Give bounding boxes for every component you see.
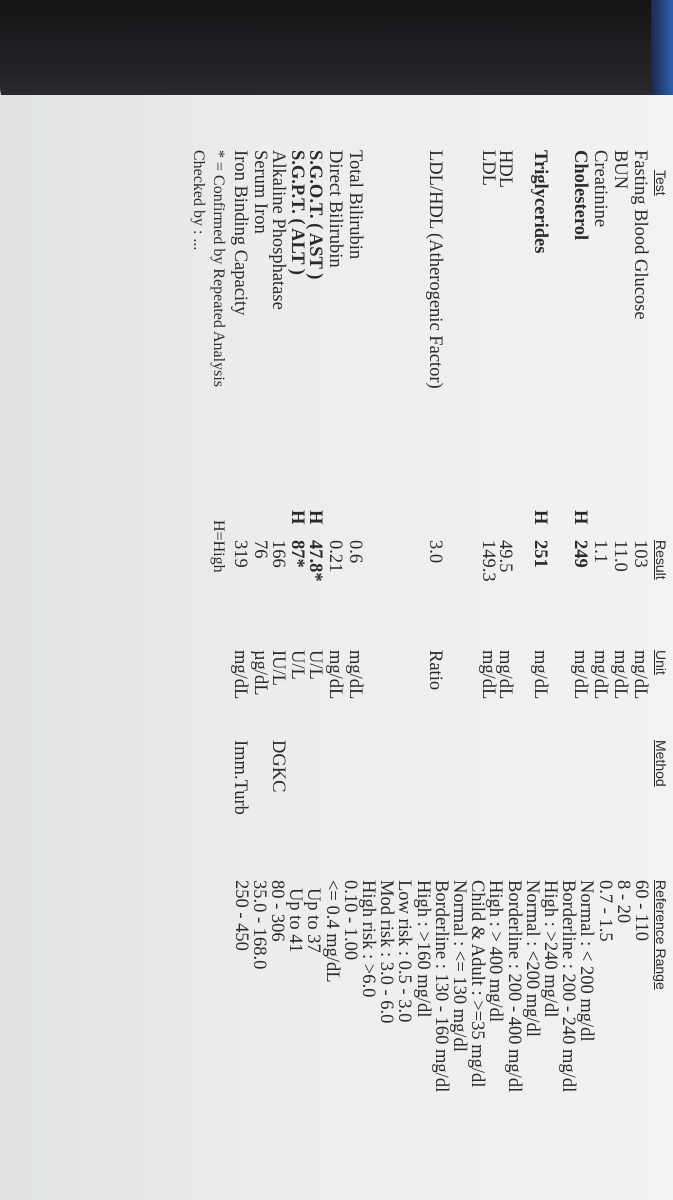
unit: U/L — [305, 650, 325, 680]
high-flag: H — [570, 510, 590, 525]
unit: mg/dL — [325, 650, 345, 700]
result-value: 251 — [530, 540, 550, 568]
test-name: Cholesterol — [570, 150, 590, 241]
method: Imm.Turb — [230, 740, 250, 815]
result-value: 1.1 — [590, 540, 610, 564]
header-result: Result — [653, 540, 669, 580]
reference-ranges: 60 - 110 8 - 20 0.7 - 1.5 Normal : < 200 mg… — [230, 880, 651, 1093]
result-value: 249 — [570, 540, 590, 568]
unit: mg/dL — [478, 650, 498, 700]
result-value: 3.0 — [425, 540, 445, 564]
result-value: 166 — [268, 540, 288, 568]
background-object — [651, 0, 673, 100]
header-test: Test — [653, 170, 669, 196]
reference-line: High : >160 mg/dl — [412, 880, 433, 1018]
unit: mg/dL — [570, 650, 590, 700]
reference-line: Normal : <= 130 mg/dl — [448, 880, 469, 1052]
header-reference: Reference Range — [653, 880, 669, 990]
high-flag: H — [530, 510, 550, 525]
reference-line: Low risk : 0.5 - 3.0 — [394, 880, 415, 1023]
test-name: S.G.P.T. ( ALT ) — [287, 150, 307, 275]
reference-line: Borderline : 200 - 240 mg/dl — [558, 880, 579, 1093]
result-value: 11.0 — [610, 540, 630, 572]
test-name: BUN — [610, 150, 630, 190]
test-name: Direct Bilirubin — [325, 150, 345, 268]
test-name: HDL — [495, 150, 515, 189]
reference-line: 35.0 - 168.0 — [248, 880, 269, 970]
unit: mg/dL — [630, 650, 650, 700]
unit: µg/dL — [250, 650, 270, 696]
test-name: S.G.O.T. ( AST ) — [305, 150, 325, 280]
unit: Ratio — [425, 650, 445, 691]
unit: mg/dL — [590, 650, 610, 700]
reference-line: Borderline : 200 - 400 mg/dl — [503, 880, 524, 1093]
test-name: Iron Binding Capacity — [230, 150, 250, 316]
unit: mg/dL — [530, 650, 550, 700]
header-method: Method — [653, 740, 669, 787]
reference-line: 0.10 - 1.00 — [339, 880, 360, 961]
reference-line: Up to 41 — [285, 888, 306, 953]
reference-line: 0.7 - 1.5 — [594, 880, 615, 942]
test-name: Fasting Blood Glucose — [630, 150, 650, 320]
unit: mg/dL — [230, 650, 250, 700]
reference-line: Normal : < 200 mg/dl — [576, 880, 597, 1042]
high-flag: H — [305, 510, 325, 525]
reference-line: Normal : <200 mg/dl — [521, 880, 542, 1037]
footnote-legend: H=High — [210, 520, 227, 573]
result-value: 87* — [287, 540, 307, 568]
reference-line: High : >240 mg/dl — [539, 880, 560, 1018]
test-name: LDL — [478, 150, 498, 186]
test-name: Alkaline Phosphatase — [268, 150, 288, 310]
result-value: 76 — [250, 540, 270, 559]
reference-line: Up to 37 — [303, 888, 324, 953]
reference-line: Mod risk : 3.0 - 6.0 — [376, 880, 397, 1024]
high-flag: H — [287, 510, 307, 525]
method: DGKC — [268, 740, 288, 793]
unit: mg/dL — [345, 650, 365, 700]
result-value: 149.3 — [478, 540, 498, 582]
reference-line: 250 - 450 — [230, 880, 251, 951]
reference-line: High risk : >6.0 — [357, 880, 378, 998]
report-paper — [0, 95, 673, 1200]
reference-line: 60 - 110 — [631, 880, 651, 941]
unit: mg/dL — [495, 650, 515, 700]
reference-line: Borderline : 130 - 160 mg/dl — [430, 880, 451, 1093]
test-name: Serum Iron — [250, 150, 270, 234]
result-value: 319 — [230, 540, 250, 568]
checked-by: Checked by : ... — [190, 150, 207, 251]
unit: mg/dL — [610, 650, 630, 700]
reference-line: 8 - 20 — [612, 880, 633, 924]
result-value: 47.8* — [305, 540, 325, 582]
result-value: 0.6 — [345, 540, 365, 564]
test-name: Total Bilirubin — [345, 150, 365, 260]
reference-line: High : > 400 mg/dl — [485, 880, 506, 1022]
footnote-confirmed: * = Confirmed by Repeated Analysis — [210, 150, 227, 387]
reference-line: <= 0.4 mg/dL — [321, 880, 342, 983]
result-value: 49.5 — [495, 540, 515, 573]
unit: U/L — [287, 650, 307, 680]
unit: IU/L — [268, 650, 288, 686]
test-name: LDL/HDL (Atherogenic Factor) — [425, 150, 445, 389]
reference-line: 80 - 306 — [266, 880, 287, 942]
result-value: 0.21 — [325, 540, 345, 573]
header-unit: Unit — [653, 650, 669, 675]
test-name: Creatinine — [590, 150, 610, 228]
result-value: 103 — [630, 540, 650, 568]
background-fabric — [0, 0, 673, 105]
test-name: Triglycerides — [530, 150, 550, 254]
reference-line: Child & Adult : >=35 mg/dl — [467, 880, 488, 1088]
